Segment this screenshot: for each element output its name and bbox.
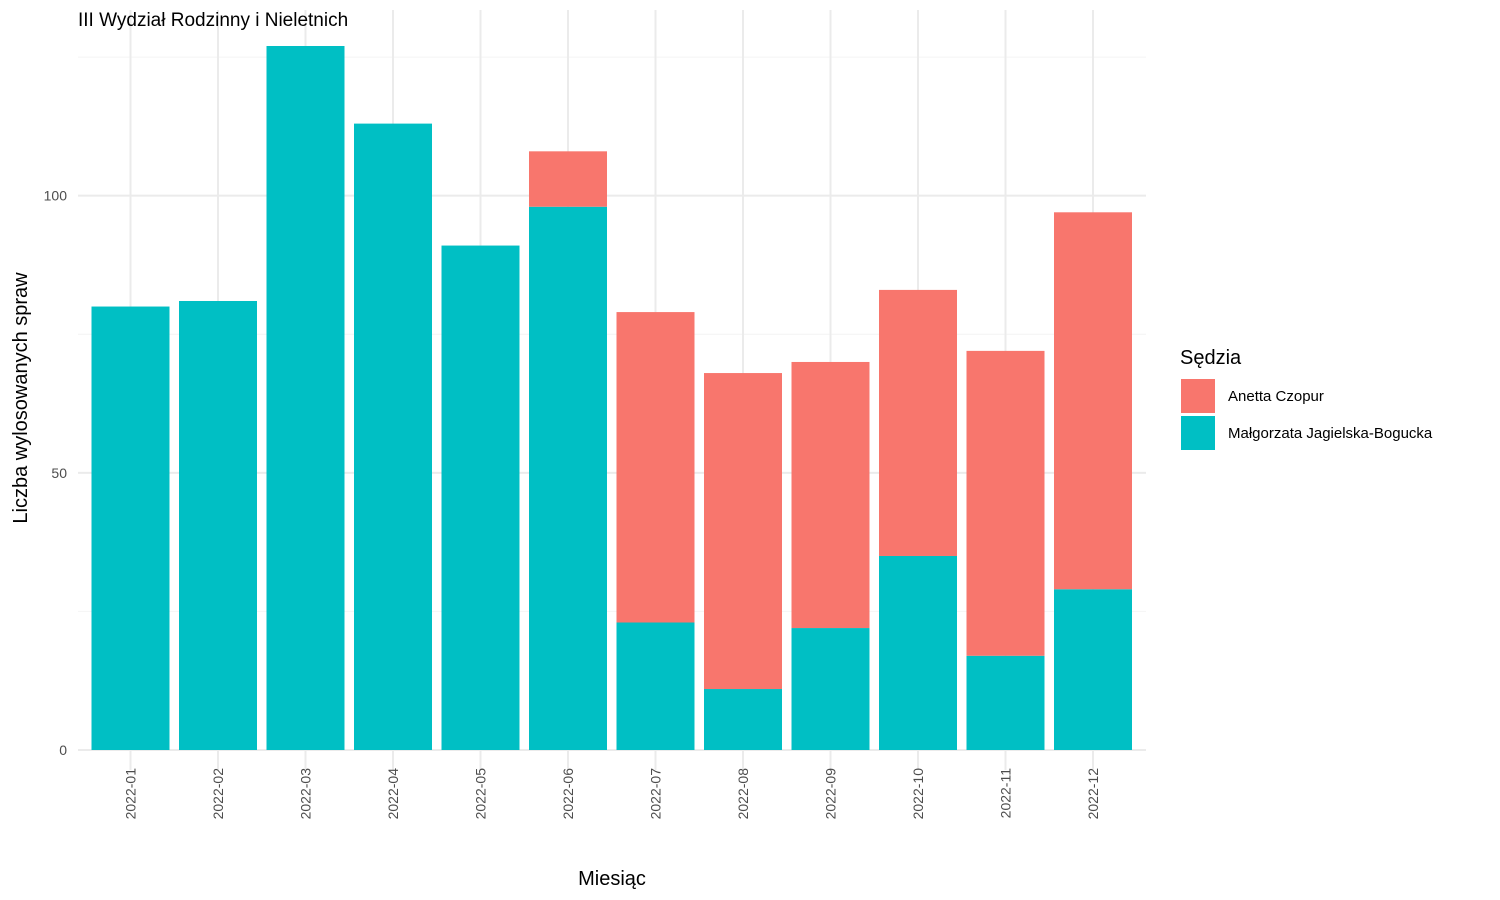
x-tick-label: 2022-07 [648, 768, 664, 820]
bar-2022-10-series-0 [879, 555, 957, 750]
y-tick-label: 0 [59, 742, 67, 758]
x-tick-label: 2022-04 [385, 768, 401, 820]
x-tick-label: 2022-12 [1085, 768, 1101, 820]
bar-2022-08-series-0 [704, 689, 782, 750]
y-axis-title: Liczba wylosowanych spraw [10, 272, 32, 524]
x-tick-label: 2022-06 [560, 768, 576, 820]
bar-2022-11-series-0 [966, 655, 1045, 750]
bar-2022-08-series-1 [704, 373, 782, 690]
chart-title: III Wydział Rodzinny i Nieletnich [78, 10, 348, 31]
bar-2022-07-series-0 [616, 622, 695, 750]
bar-2022-03-series-0 [266, 46, 345, 750]
bar-2022-04-series-0 [354, 123, 432, 750]
legend: Sędzia Anetta Czopur Małgorzata Jagielska… [1180, 347, 1433, 450]
x-tick-label: 2022-03 [298, 768, 314, 820]
bar-2022-10-series-1 [879, 289, 957, 556]
x-tick-label: 2022-05 [473, 768, 489, 820]
bar-2022-02-series-0 [179, 300, 257, 750]
bar-2022-11-series-1 [966, 350, 1045, 656]
y-axis-ticks: 0 50 100 [44, 188, 68, 758]
legend-title: Sędzia [1180, 347, 1242, 369]
bar-2022-09-series-0 [791, 628, 870, 750]
bar-2022-07-series-1 [616, 312, 695, 623]
bar-2022-05-series-0 [441, 245, 520, 750]
bar-2022-06-series-0 [529, 206, 607, 750]
bars [91, 46, 1132, 750]
x-tick-label: 2022-11 [998, 768, 1014, 819]
x-tick-label: 2022-10 [910, 768, 926, 820]
legend-swatch [1181, 379, 1215, 413]
legend-label: Anetta Czopur [1228, 388, 1324, 405]
x-tick-label: 2022-02 [210, 768, 226, 820]
bar-2022-12-series-0 [1054, 589, 1132, 750]
bar-2022-06-series-1 [529, 151, 607, 207]
legend-items: Anetta Czopur Małgorzata Jagielska-Boguck… [1181, 379, 1433, 450]
x-axis-title: Miesiąc [578, 868, 646, 890]
x-tick-label: 2022-09 [823, 768, 839, 820]
x-axis-ticks: 2022-01 2022-02 2022-03 2022-04 2022-05 2022-… [123, 768, 1102, 820]
x-tick-label: 2022-01 [123, 768, 139, 820]
bar-2022-09-series-1 [791, 361, 870, 629]
bar-2022-01-series-0 [91, 306, 170, 750]
y-tick-label: 50 [51, 465, 67, 481]
bar-2022-12-series-1 [1054, 212, 1132, 590]
legend-label: Małgorzata Jagielska-Bogucka [1228, 425, 1433, 442]
legend-swatch [1181, 416, 1215, 450]
y-tick-label: 100 [44, 188, 68, 204]
x-tick-label: 2022-08 [735, 768, 751, 820]
